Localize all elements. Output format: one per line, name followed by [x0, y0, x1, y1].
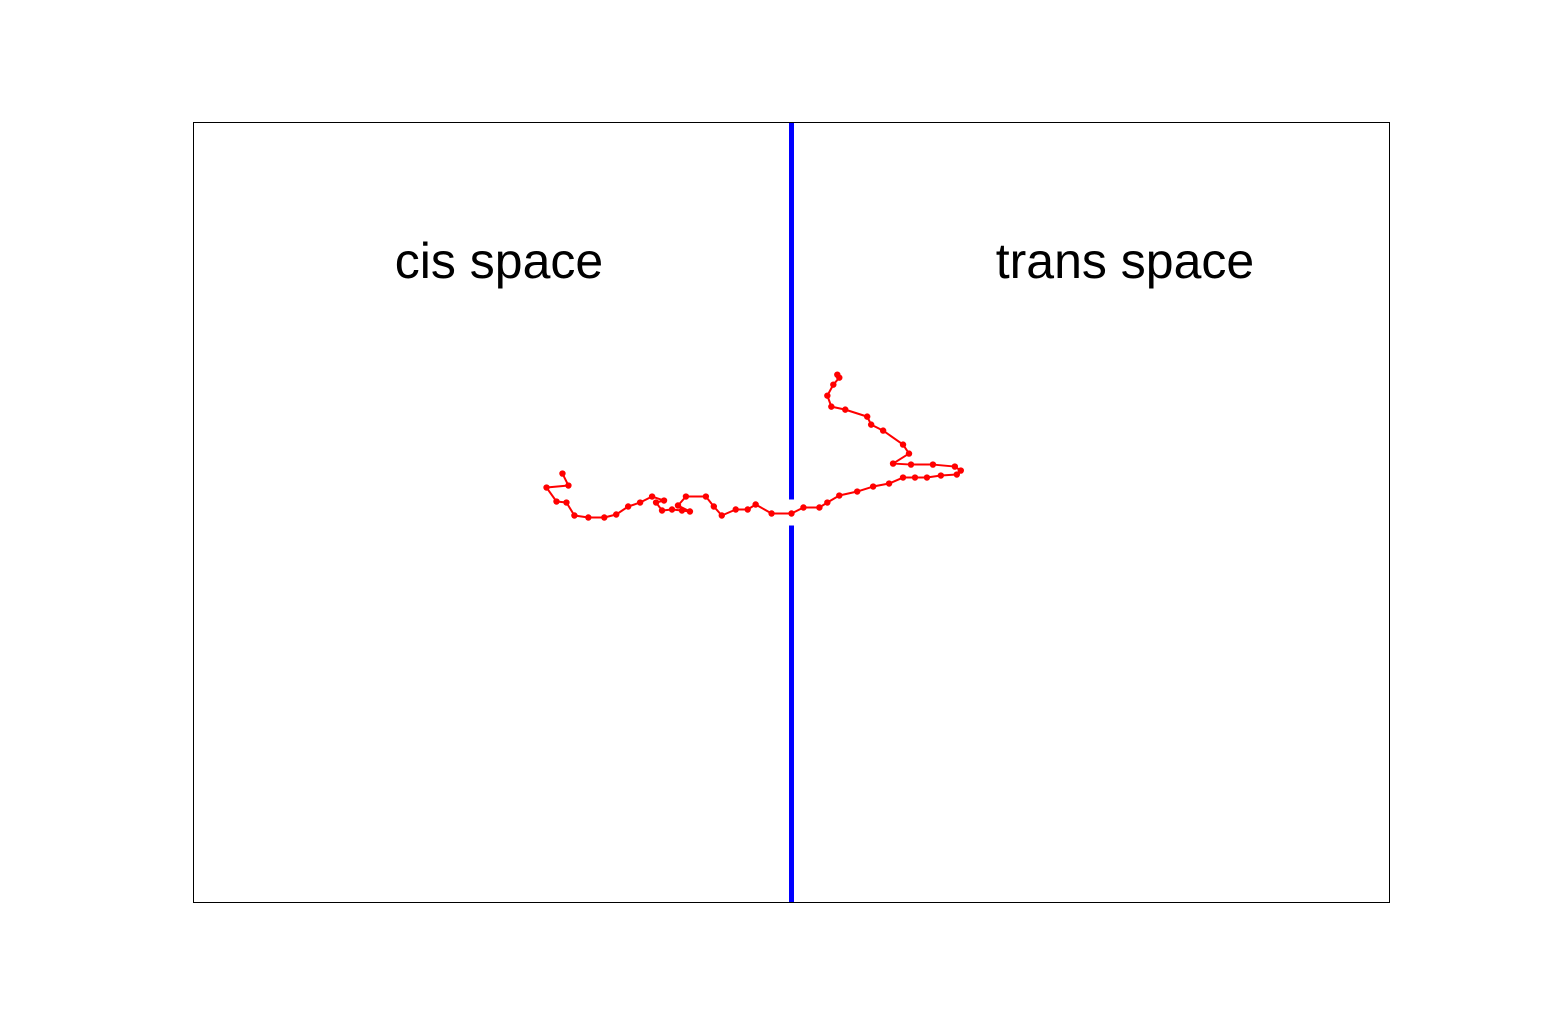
- chain-bead: [543, 484, 550, 491]
- chain-bead: [678, 507, 686, 514]
- cis-space-label: cis space: [395, 233, 603, 289]
- chain-bead: [648, 493, 656, 500]
- chain-bead: [553, 498, 560, 505]
- chain-bead: [953, 471, 961, 478]
- chain-bead: [907, 461, 915, 468]
- chain-bead: [565, 482, 572, 489]
- polymer-chain: [543, 371, 964, 521]
- chain-bead: [816, 504, 823, 511]
- chain-bead: [824, 392, 831, 399]
- chain-bead: [911, 474, 919, 481]
- chain-bead: [899, 441, 907, 448]
- chain-bead: [836, 492, 843, 499]
- chain-bead: [702, 493, 710, 500]
- chain-bead: [867, 421, 875, 428]
- chain-bead: [682, 493, 690, 500]
- chain-bonds: [545, 374, 962, 519]
- chain-bead: [559, 470, 566, 477]
- chain-bead: [854, 488, 861, 495]
- chain-bead: [830, 381, 837, 388]
- plot-frame: [193, 122, 1390, 903]
- chain-bead: [788, 510, 795, 517]
- chain-bead: [768, 510, 775, 517]
- chain-bead: [658, 507, 666, 514]
- chain-bead: [951, 463, 959, 470]
- chain-bead: [674, 502, 682, 509]
- chain-bead: [624, 503, 632, 510]
- chain-bead: [879, 427, 887, 434]
- chain-bead: [889, 460, 897, 467]
- chain-bead: [800, 504, 807, 511]
- chain-bead: [834, 371, 841, 378]
- chain-bead: [652, 499, 660, 506]
- chain-bead: [744, 506, 751, 513]
- chain-bead: [899, 474, 907, 481]
- chain-bead: [828, 403, 835, 410]
- chain-bead: [752, 501, 759, 508]
- chain-bead: [571, 512, 578, 519]
- chain-bead: [686, 508, 694, 515]
- chain-bead: [923, 474, 931, 481]
- chain-bead: [869, 483, 877, 490]
- chain-bead: [885, 480, 893, 487]
- trans-space-label: trans space: [996, 233, 1254, 289]
- chain-bead: [732, 506, 739, 513]
- chain-bead: [585, 514, 592, 521]
- chain-bead: [863, 413, 871, 420]
- chain-bead: [937, 472, 945, 479]
- chain-bead: [842, 406, 849, 413]
- chain-bead: [660, 497, 668, 504]
- chain-bead: [563, 499, 570, 506]
- chain-bead: [957, 467, 964, 474]
- chain-bead: [636, 499, 644, 506]
- chain-bead: [718, 512, 725, 519]
- chain-bead: [668, 506, 676, 513]
- chain-bead: [824, 499, 831, 506]
- chain-bead: [710, 503, 718, 510]
- chain-bead: [905, 450, 913, 457]
- chain-bead: [601, 514, 608, 521]
- chain-bead: [613, 511, 620, 518]
- chain-bead: [929, 461, 937, 468]
